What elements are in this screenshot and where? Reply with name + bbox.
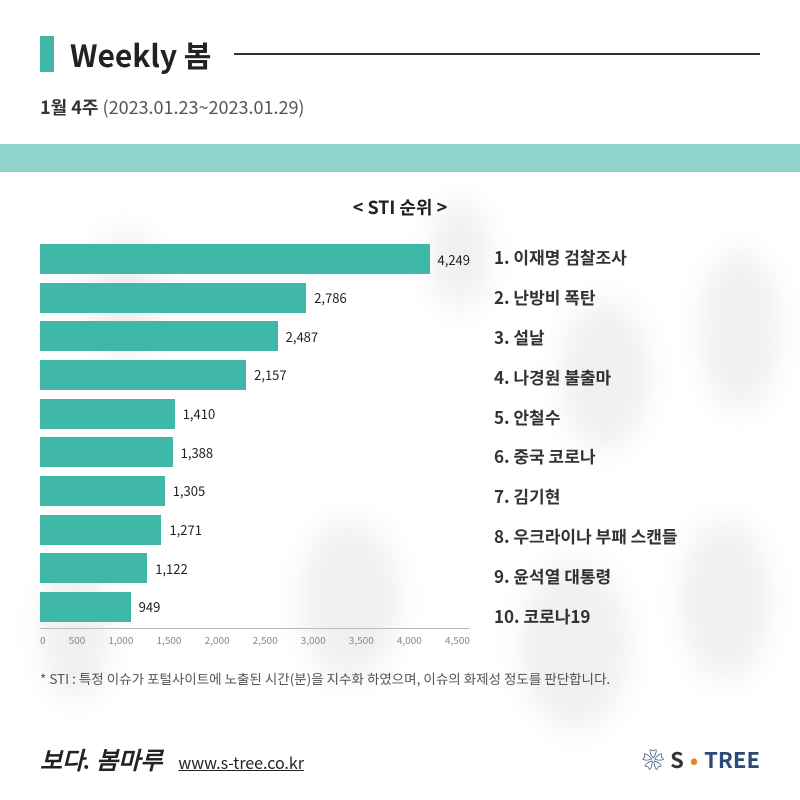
bar-row: 2,157 [40,360,470,390]
bar-value-label: 1,271 [169,520,201,539]
bar-value-label: 1,388 [181,443,213,462]
bg-blob [700,250,780,410]
bg-blob [560,300,650,450]
rank-item: 7. 김기현 [494,483,760,508]
logo-text-s: S [670,743,684,775]
brand-script: 보다. 봄마루 [40,741,162,776]
page-title: Weekly 봄 [70,32,212,76]
bg-blob [680,520,770,680]
chart-plot: 4,249 2,786 2,4872,157 1,410 1,388 1,305 1,271… [40,238,470,658]
x-tick-label: 500 [69,632,86,647]
footer: 보다. 봄마루 www.s-tree.co.kr ❀ S • TREE [0,741,800,776]
week-label: 1월 4주 [40,94,98,120]
title-rule [234,53,760,55]
x-tick-label: 2,500 [253,632,278,647]
bar-row: 2,487 [40,321,470,351]
title-accent-bar [40,36,54,72]
bar [40,360,246,390]
bar [40,321,278,351]
footnote: * STI : 특정 이슈가 포털사이트에 노출된 시간(분)을 지수화 하였으… [0,658,800,688]
bar-value-label: 4,249 [438,250,470,269]
bar-value-label: 1,305 [173,481,205,500]
teal-band [0,144,800,172]
bar [40,437,173,467]
bar-row: 949 [40,592,470,622]
x-tick-label: 3,000 [301,632,326,647]
title-row: Weekly 봄 [40,32,760,76]
bar [40,283,306,313]
infographic-root: Weekly 봄 1월 4주 (2023.01.23~2023.01.29) <… [0,0,800,800]
bar-value-label: 1,410 [183,404,215,423]
footer-left: 보다. 봄마루 www.s-tree.co.kr [40,741,304,776]
bar-row: 2,786 [40,283,470,313]
subtitle: 1월 4주 (2023.01.23~2023.01.29) [40,94,760,120]
bar-value-label: 1,122 [155,559,187,578]
bars-host: 4,249 2,786 2,4872,157 1,410 1,388 1,305 1,271… [40,238,470,628]
bar-row: 4,249 [40,244,470,274]
bar-value-label: 2,487 [286,327,318,346]
x-axis-ticks: 0 500 1,000 1,500 2,000 2,500 3,000 3,500 4,000 4… [40,632,470,647]
bg-blob [520,560,630,730]
bar-row: 1,122 [40,553,470,583]
bar [40,553,147,583]
bar-row: 1,388 [40,437,470,467]
logo-tree-icon: ❀ [642,743,664,775]
logo-text-tree: TREE [704,743,760,775]
section-title: < STI 순위 > [0,194,800,220]
stree-logo: ❀ S • TREE [642,743,760,775]
date-range: (2023.01.23~2023.01.29) [103,94,305,120]
x-axis: 0 500 1,000 1,500 2,000 2,500 3,000 3,500 4,000 4… [40,628,470,658]
bar [40,515,161,545]
rank-item: 6. 중국 코로나 [494,443,760,468]
bar-row: 1,410 [40,399,470,429]
bar-value-label: 2,157 [254,365,286,384]
x-tick-label: 1,500 [156,632,181,647]
x-tick-label: 1,000 [108,632,133,647]
bar-chart: 4,249 2,786 2,4872,157 1,410 1,388 1,305 1,271… [40,238,470,658]
bar [40,244,430,274]
logo-dot-icon: • [690,743,698,775]
bar-row: 1,305 [40,476,470,506]
site-link[interactable]: www.s-tree.co.kr [178,750,304,774]
x-tick-label: 2,000 [205,632,230,647]
bar [40,476,165,506]
bar [40,399,175,429]
bar-value-label: 949 [139,597,161,616]
x-tick-label: 3,500 [349,632,374,647]
x-tick-label: 0 [40,632,46,647]
bar-row: 1,271 [40,515,470,545]
x-tick-label: 4,500 [445,632,470,647]
header: Weekly 봄 1월 4주 (2023.01.23~2023.01.29) [0,0,800,120]
x-axis-line [40,628,470,629]
bar-value-label: 2,786 [314,288,346,307]
x-tick-label: 4,000 [397,632,422,647]
bar [40,592,131,622]
